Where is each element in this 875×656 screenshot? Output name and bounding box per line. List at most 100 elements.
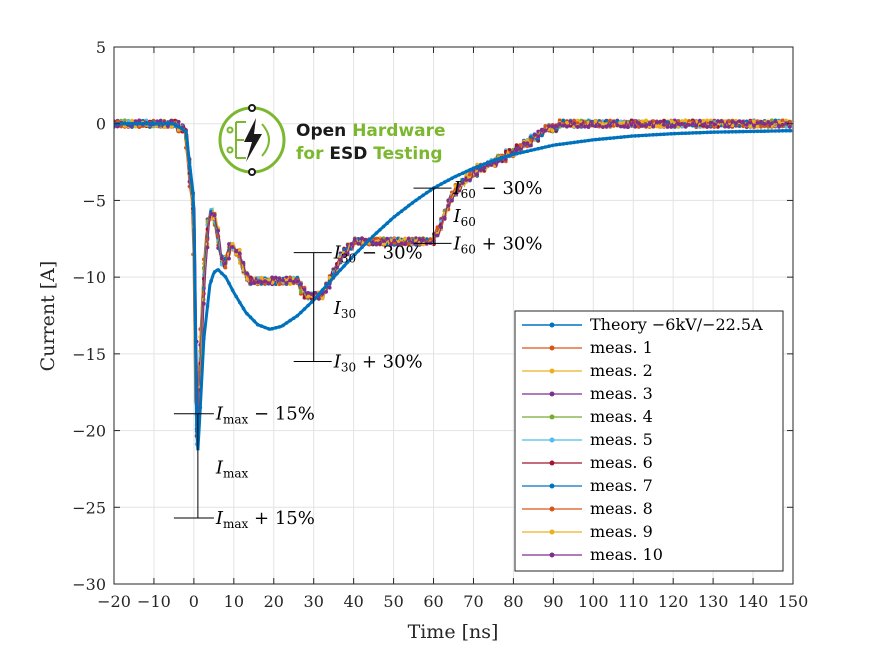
data-point — [198, 405, 203, 410]
data-point — [119, 121, 123, 126]
data-point — [615, 123, 620, 128]
data-point — [518, 151, 522, 155]
data-point — [453, 174, 458, 179]
data-point — [291, 279, 296, 284]
data-point — [633, 134, 637, 138]
data-point — [295, 314, 300, 318]
legend-entry: meas. 9 — [522, 522, 653, 541]
data-point — [665, 125, 670, 129]
data-point — [223, 275, 228, 279]
svg-text:Open Hardware: Open Hardware — [296, 121, 446, 141]
data-point — [353, 252, 357, 257]
data-point — [345, 260, 350, 264]
data-point — [148, 121, 152, 126]
data-point — [629, 122, 634, 127]
data-point — [248, 315, 253, 320]
data-point — [654, 120, 659, 125]
data-point — [543, 128, 548, 133]
legend-entry: meas. 6 — [522, 453, 653, 472]
x-tick-label: 110 — [618, 592, 649, 611]
data-point — [593, 124, 598, 128]
y-tick-label: −15 — [72, 345, 106, 364]
annotation-i60: I60 — [453, 206, 476, 229]
x-tick-label: −10 — [137, 592, 171, 611]
data-point — [539, 133, 544, 138]
data-point — [475, 165, 479, 169]
y-axis-label: Current [A] — [37, 261, 59, 372]
data-point — [565, 120, 569, 125]
data-point — [784, 118, 789, 123]
data-point — [669, 119, 674, 124]
data-point — [752, 119, 756, 123]
legend-box — [514, 310, 784, 572]
data-point — [619, 121, 623, 126]
data-point — [288, 318, 292, 323]
data-point — [637, 133, 641, 138]
logo-text-esd: ESD — [329, 144, 367, 164]
data-point — [529, 143, 533, 148]
data-point — [522, 150, 526, 154]
data-point — [787, 125, 792, 129]
data-point — [410, 240, 415, 245]
data-point — [123, 121, 127, 126]
data-point — [259, 324, 264, 328]
data-point — [543, 124, 548, 128]
data-point — [327, 285, 332, 290]
data-point — [133, 119, 138, 123]
data-point — [726, 130, 731, 134]
data-point — [478, 168, 483, 173]
data-point — [575, 118, 580, 123]
data-point — [137, 118, 142, 123]
data-point — [644, 133, 648, 138]
data-point — [281, 278, 285, 283]
logo-text-testing: Testing — [373, 144, 442, 164]
data-point — [514, 148, 519, 153]
data-point — [507, 153, 512, 158]
data-point — [169, 119, 174, 123]
data-point — [705, 130, 709, 135]
data-point — [521, 141, 526, 145]
x-tick-label: 140 — [738, 592, 769, 611]
data-point — [547, 144, 551, 148]
data-point — [777, 124, 781, 129]
logo-text-for: for — [296, 144, 324, 164]
data-point — [130, 118, 134, 123]
data-point — [335, 265, 339, 270]
data-point — [601, 137, 605, 141]
data-point — [780, 118, 785, 123]
data-point — [464, 169, 469, 174]
data-point — [662, 123, 666, 127]
data-point — [665, 132, 670, 136]
annotation-i30: I30 — [333, 298, 356, 321]
legend-label: meas. 1 — [590, 338, 653, 357]
legend-swatch-marker — [549, 483, 555, 489]
legend-swatch-marker — [549, 437, 555, 443]
data-point — [626, 125, 630, 129]
data-point — [780, 122, 785, 127]
data-point — [748, 124, 753, 129]
data-point — [241, 260, 246, 265]
data-point — [176, 125, 181, 129]
legend-entry: meas. 8 — [522, 499, 653, 518]
data-point — [212, 213, 217, 218]
data-point — [381, 241, 386, 246]
data-point — [266, 327, 271, 331]
data-point — [669, 125, 674, 129]
data-point — [220, 271, 224, 276]
data-point — [529, 135, 533, 140]
x-tick-label: 90 — [543, 592, 563, 611]
data-point — [471, 166, 476, 170]
data-point — [496, 157, 501, 161]
data-point — [676, 125, 681, 129]
legend-swatch-marker — [549, 552, 555, 558]
data-point — [216, 228, 221, 233]
data-point — [705, 124, 709, 129]
data-point — [784, 128, 788, 133]
legend-label: Theory −6kV/−22.5A — [590, 315, 763, 334]
data-point — [378, 241, 382, 245]
x-tick-label: 150 — [778, 592, 809, 611]
data-point — [342, 264, 346, 268]
data-point — [238, 300, 242, 305]
annotation-i30-minus: I30 − 30% — [333, 243, 423, 266]
data-point — [245, 311, 249, 316]
